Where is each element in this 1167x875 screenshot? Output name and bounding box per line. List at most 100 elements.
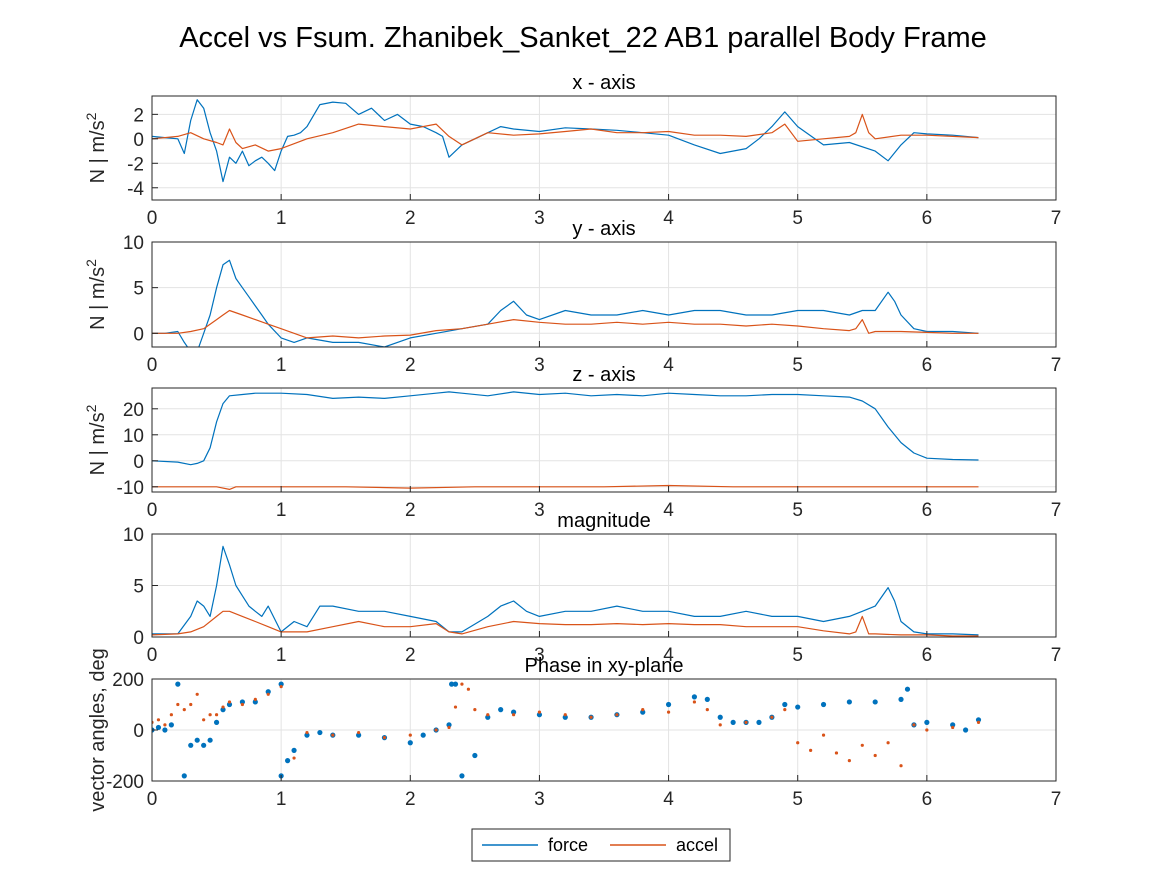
y-tick-label: 5 [133,577,144,598]
data-point-accel [705,708,709,712]
data-point-force [226,701,233,708]
subplot-title: magnitude [557,510,650,532]
data-point-force [872,699,878,705]
axes-box [151,387,1057,493]
data-point-force [317,729,323,736]
axes-box [151,241,1057,348]
data-point-accel [434,728,438,732]
subplot-2: 0 1 2 3 4 5 6 7 0 5 10 y - axis N | m/s2 [83,218,1061,376]
subplot-title: z - axis [572,364,635,386]
x-tick-label: 2 [405,645,416,666]
data-point-force [498,707,504,713]
data-point-force [730,719,736,725]
data-point-accel [357,730,361,735]
data-point-force [795,704,801,710]
data-point-force [665,701,672,708]
data-point-force [181,773,187,779]
data-point-accel [266,692,270,696]
data-point-accel [692,700,697,704]
data-point-force [963,727,969,733]
x-tick-label: 3 [534,208,545,229]
data-point-accel [208,713,212,717]
x-tick-label: 4 [663,789,674,810]
x-tick-label: 4 [663,208,674,229]
y-axis-label: N | m/s2 [83,259,109,330]
data-point-accel [744,720,748,724]
data-point-force [950,722,956,728]
data-point-force [213,719,220,725]
data-point-accel [847,759,851,763]
series-accel [152,682,981,768]
data-point-accel [615,713,619,717]
x-tick-label: 2 [405,208,416,229]
axes-box [151,95,1057,201]
data-point-accel [169,713,173,717]
x-tick-label: 4 [663,500,674,521]
data-point-accel [899,764,903,768]
data-point-force [194,737,200,743]
y-tick-label: 5 [133,279,144,300]
y-tick-label: 10 [123,233,144,254]
data-point-force [162,727,168,733]
series-line-accel [152,309,979,339]
data-point-accel [873,753,877,758]
data-point-force [420,732,426,738]
y-axis-label: vector angles, deg [87,648,109,811]
data-point-force [252,699,258,705]
data-point-accel [214,713,219,717]
data-point-force [207,737,213,743]
data-point-force [201,742,207,748]
data-point-accel [641,708,645,712]
series-line-force [152,391,979,466]
data-point-force [446,722,452,728]
y-tick-label: 10 [123,426,144,447]
y-tick-label: -10 [117,478,144,499]
x-tick-label: 3 [534,500,545,521]
x-tick-label: 0 [147,355,158,376]
y-axis-label: N | m/s2 [83,404,109,475]
x-tick-label: 1 [276,789,287,810]
x-tick-label: 2 [405,789,416,810]
data-point-accel [951,725,955,730]
y-tick-label: 0 [133,628,144,649]
x-tick-label: 1 [276,645,287,666]
data-point-accel [156,718,161,722]
x-tick-label: 0 [147,789,158,810]
data-point-force [924,719,930,725]
data-point-accel [195,692,199,696]
data-point-accel [821,733,826,737]
y-tick-label: -4 [127,179,144,200]
y-tick-label: 200 [112,670,144,691]
y-tick-label: 0 [133,721,144,742]
data-point-force [562,714,568,720]
data-point-accel [240,702,244,707]
y-tick-label: 0 [133,452,144,473]
data-point-accel [834,751,839,755]
legend-label: accel [676,835,718,855]
data-point-force [452,681,459,687]
data-point-force [510,709,517,715]
data-point-force [756,719,762,725]
plot-area [152,242,1056,347]
data-point-accel [770,715,774,719]
series-line-accel [152,610,979,637]
data-point-force [691,694,698,700]
data-point-accel [537,710,542,714]
data-point-force [449,681,455,687]
x-tick-label: 4 [663,645,674,666]
x-tick-label: 1 [276,500,287,521]
data-point-accel [666,710,671,714]
x-tick-label: 7 [1051,355,1062,376]
y-axis-label: N | m/s2 [83,112,109,183]
y-tick-label: 20 [123,400,144,421]
data-point-accel [176,702,180,707]
x-tick-label: 5 [792,789,803,810]
data-point-accel [783,708,787,712]
data-point-accel [511,713,516,717]
x-tick-label: 5 [792,355,803,376]
data-point-accel [331,733,335,737]
data-point-accel [486,713,490,717]
x-tick-label: 4 [663,355,674,376]
series-line-accel [152,484,979,490]
